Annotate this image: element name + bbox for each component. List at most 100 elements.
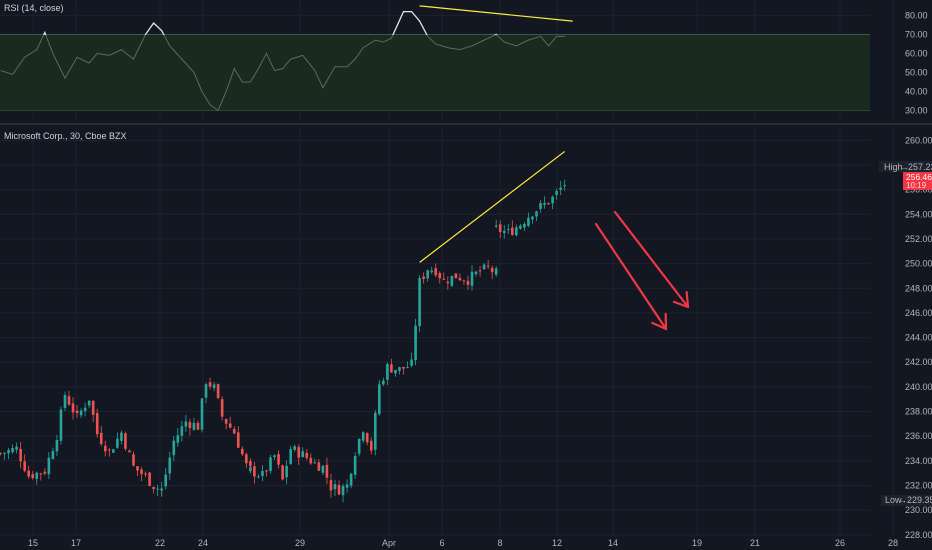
candle-body [474,271,478,275]
candle-body [462,280,466,282]
candle-body [527,217,530,226]
candle-body [83,407,87,412]
candle-body [103,445,107,452]
candle-body [394,369,397,374]
candle-body [482,264,486,270]
candle-body [365,433,369,443]
x-tick-label: Apr [382,538,396,548]
x-tick-label: 17 [71,538,81,548]
price-tick-label: 230.00 [905,505,932,515]
rsi-line [0,11,565,112]
candle-body [519,225,522,229]
candle-body [418,278,421,327]
candle-body [515,227,518,236]
low-marker: Low → 229.35 [881,495,932,506]
candle-body [273,455,276,458]
candle-body [188,422,192,429]
candle-body [297,447,301,458]
candle-body [47,457,51,475]
candle-body [329,480,333,491]
rsi-panel: RSI (14, close) 80.00 70.00 60.00 50.00 40.0… [0,0,928,120]
candle-body [390,364,393,373]
candle-body [253,466,256,477]
x-tick-label: 6 [439,538,444,548]
candle-body [43,471,47,474]
candle-body [281,465,284,480]
candle-body [470,271,474,286]
low-label: Low [885,495,902,505]
rsi-trendline[interactable] [419,5,573,22]
candle-body [140,469,143,475]
candle-body [51,450,55,460]
candle-body [15,446,18,450]
candle-body [108,449,111,451]
candle-body [466,280,470,285]
candle-body [132,454,135,466]
candle-body [249,467,252,472]
x-tick-label: 15 [28,538,38,548]
candle-body [216,384,220,398]
candle-body [184,421,188,427]
x-axis: 15 17 22 24 29 Apr 6 8 12 14 19 21 26 28 [28,538,898,548]
candle-body [228,423,232,428]
candle-body [245,454,248,464]
price-tick-label: 240.00 [905,382,932,392]
candle-body [91,400,95,415]
candle-body [204,384,208,398]
candle-body [87,400,91,406]
candle-body [136,466,139,471]
candle-body [369,440,373,451]
projection-arrows[interactable] [594,210,690,331]
candle-body [547,203,550,205]
candle-body [285,465,288,478]
candle-body [277,454,280,465]
high-label: High [884,162,903,172]
candle-body [7,450,10,454]
candle-body [555,190,558,195]
rsi-tick-label: 70.00 [905,29,928,39]
rsi-band [0,34,870,111]
candle-body [430,270,434,273]
candle-body [378,384,381,387]
price-tick-label: 236.00 [905,431,932,441]
projection-arrow-shaft [613,210,690,309]
candle-body [398,367,401,371]
candle-body [19,448,22,462]
price-tick-label: 260.00 [905,135,932,145]
price-grid [0,128,894,536]
high-marker: High → 257.23 [879,161,932,172]
low-value: 229.35 [907,495,932,505]
price-tick-label: 250.00 [905,259,932,269]
candle-body [71,403,75,413]
x-tick-label: 26 [835,538,845,548]
projection-arrow-head [672,300,690,309]
projection-arrow-shaft [594,222,668,331]
candle-body [79,410,83,416]
candle-body [333,484,337,490]
candle-body [152,486,155,490]
candle-body [321,465,325,473]
candle-body [498,224,502,233]
price-title: Microsoft Corp., 30, Cboe BZX [4,131,127,141]
candle-body [309,457,313,464]
high-arrow: → [900,162,909,172]
price-trendline[interactable] [419,150,566,263]
price-tick-label: 238.00 [905,407,932,417]
candle-body [11,448,14,453]
candle-body [305,452,309,458]
candle-body [325,464,329,478]
last-price-tag: 256.46 10:19 [903,172,932,190]
candle-body [502,230,506,234]
candle-body [224,418,228,424]
last-price: 256.46 [906,172,932,182]
price-tick-label: 252.00 [905,234,932,244]
candle-body [486,265,490,267]
price-tick-label: 244.00 [905,333,932,343]
candle-body [490,267,494,273]
projection-arrow-head [651,321,668,331]
candle-body [59,409,63,441]
price-tick-label: 246.00 [905,308,932,318]
candle-body [301,451,305,458]
candle-body [313,462,317,464]
